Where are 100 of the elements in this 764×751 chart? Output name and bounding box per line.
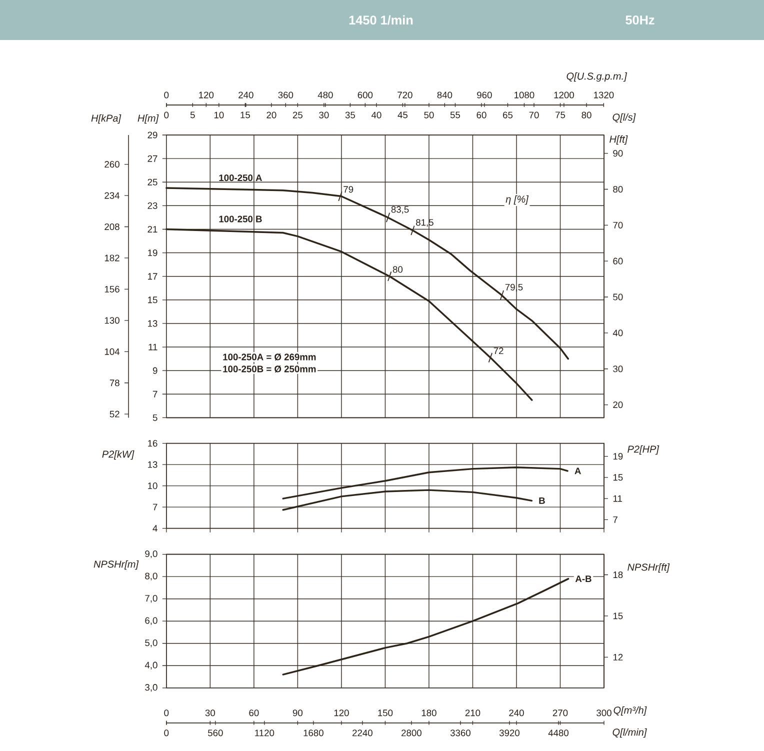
- y2-tick-label: 19: [613, 453, 623, 460]
- y-tick-label: 23: [148, 202, 158, 209]
- series-label: A: [574, 468, 581, 474]
- y2-tick-label: 60: [613, 258, 623, 264]
- x2-tick-label: 480: [318, 92, 333, 98]
- y-tick-label: 4: [152, 525, 158, 532]
- y3-tick-label: 104: [104, 348, 120, 355]
- y-tick-label: 7: [152, 504, 158, 510]
- x-tick-label: 90: [292, 710, 303, 716]
- x-tick-label: 60: [476, 112, 486, 118]
- x-tick-label: 70: [529, 112, 539, 118]
- x2-tick-label: 1680: [304, 730, 324, 736]
- y2-tick-label: 11: [613, 495, 622, 502]
- x2-tick-label: 720: [398, 92, 412, 98]
- y-tick-label: 8,0: [145, 572, 158, 580]
- x2-axis-title: Q[U.S.g.p.m.]: [566, 72, 628, 82]
- x2-tick-label: 0: [164, 92, 169, 98]
- x-tick-label: 30: [319, 112, 329, 118]
- x2-tick-label: 1200: [554, 92, 574, 98]
- x2-tick-label: 0: [164, 730, 169, 736]
- annotation: η [%]: [506, 195, 529, 205]
- x-tick-label: 10: [214, 112, 224, 118]
- annotation: 72: [494, 348, 504, 354]
- y2-tick-label: 20: [613, 401, 623, 408]
- x2-tick-label: 3360: [450, 730, 470, 736]
- annotation: 100-250A = Ø 269mm: [223, 353, 316, 361]
- y-tick-label: 7,0: [145, 594, 158, 603]
- x-tick-label: 65: [503, 112, 513, 118]
- y3-tick-label: 208: [104, 223, 120, 230]
- x2-tick-label: 1320: [594, 92, 614, 98]
- x-tick-label: 15: [240, 112, 250, 118]
- x-tick-label: 25: [292, 112, 302, 118]
- y-tick-label: 29: [148, 132, 158, 138]
- y-tick-label: 7: [152, 390, 158, 398]
- y3-tick-label: 52: [110, 410, 120, 418]
- x-tick-label: 45: [398, 112, 408, 118]
- annotation: 83,5: [391, 206, 409, 214]
- y-tick-label: 16: [148, 440, 158, 447]
- y2-tick-label: 70: [613, 222, 623, 228]
- x2-tick-label: 3920: [499, 730, 520, 736]
- y3-tick-label: 156: [104, 286, 120, 292]
- y2-tick-label: 15: [613, 612, 623, 620]
- x2-tick-label: 2800: [402, 730, 422, 736]
- y-tick-label: 6,0: [145, 617, 158, 625]
- y-tick-label: 13: [148, 461, 158, 468]
- x-tick-label: 40: [371, 112, 382, 118]
- y2-axis-title: NPSHr[ft]: [628, 563, 670, 573]
- y3-tick-label: 182: [104, 254, 120, 262]
- y-tick-label: 3,0: [145, 684, 158, 692]
- series-label: B: [539, 497, 545, 504]
- x-tick-label: 270: [552, 710, 568, 716]
- y-axis-title: NPSHr[m]: [94, 560, 139, 570]
- x2-tick-label: 560: [208, 730, 223, 736]
- series-label: 100-250 B: [219, 216, 262, 222]
- y-tick-label: 10: [148, 482, 158, 490]
- y3-tick-label: 78: [110, 380, 120, 386]
- y2-tick-label: 80: [613, 186, 623, 193]
- x-tick-label: 35: [345, 112, 355, 118]
- x-tick-label: 55: [450, 112, 460, 118]
- y2-tick-label: 12: [613, 654, 623, 660]
- x-tick-label: 5: [190, 112, 195, 118]
- annotation: 80: [392, 266, 403, 273]
- y-axis-title: H[m]: [138, 114, 159, 124]
- y3-axis-title: H[kPa]: [91, 114, 122, 124]
- y-tick-label: 17: [148, 273, 158, 280]
- y2-tick-label: 15: [613, 474, 623, 481]
- y-tick-label: 5: [152, 414, 158, 421]
- x-tick-label: 0: [164, 710, 169, 716]
- x-axis-title: Q[l/s]: [612, 113, 636, 123]
- y-tick-label: 25: [148, 178, 158, 186]
- annotation: 100-250B = Ø 250mm: [223, 365, 316, 373]
- x2-tick-label: 2240: [352, 730, 372, 736]
- x-tick-label: 60: [249, 710, 259, 716]
- y2-tick-label: 40: [612, 330, 623, 336]
- y3-tick-label: 130: [104, 317, 120, 324]
- x2-tick-label: 360: [278, 92, 294, 98]
- series-label: A-B: [575, 576, 592, 582]
- y-tick-label: 15: [148, 296, 158, 304]
- y-tick-label: 9,0: [145, 550, 158, 558]
- x-tick-label: 0: [164, 112, 169, 118]
- y2-tick-label: 30: [613, 366, 623, 372]
- x-tick-label: 120: [334, 710, 349, 716]
- y2-tick-label: 7: [613, 516, 618, 523]
- x-tick-label: 20: [266, 112, 276, 118]
- y-tick-label: 11: [148, 344, 158, 350]
- x-tick-label: 240: [509, 710, 524, 716]
- y-tick-label: 4,0: [144, 662, 158, 670]
- annotation: 79: [344, 186, 354, 193]
- x-tick-label: 180: [422, 710, 436, 716]
- x2-axis-title: Q[l/min]: [612, 728, 647, 738]
- x-axis-title: Q[m³/h]: [614, 706, 647, 716]
- x2-tick-label: 600: [358, 92, 373, 98]
- x-tick-label: 300: [596, 710, 612, 716]
- y-tick-label: 27: [148, 155, 158, 162]
- x-tick-label: 80: [582, 112, 592, 118]
- x2-tick-label: 120: [199, 92, 214, 98]
- y-tick-label: 5,0: [145, 640, 158, 648]
- x2-tick-label: 960: [477, 92, 492, 98]
- y-tick-label: 21: [148, 226, 158, 232]
- y2-axis-title: H[ft]: [610, 135, 628, 145]
